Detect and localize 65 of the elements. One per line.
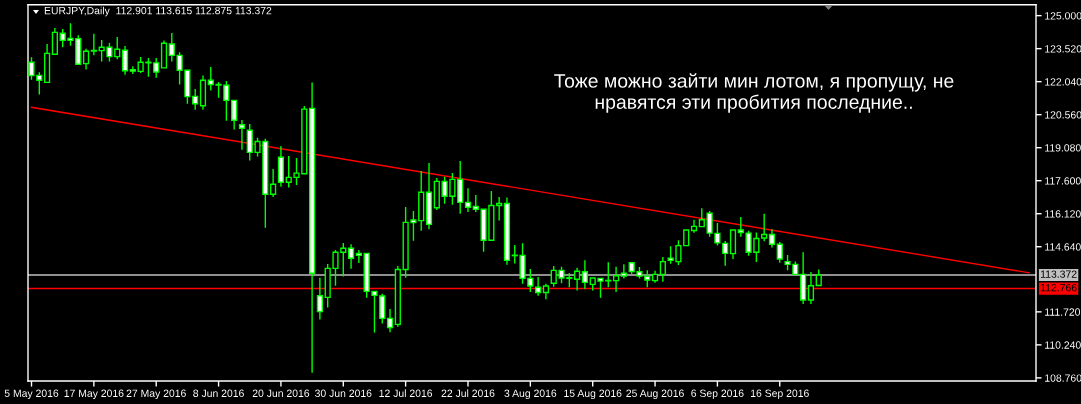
candlestick <box>90 33 97 57</box>
ref-line-label: 112.766 <box>1040 283 1077 292</box>
y-tick-label: 110.240 <box>1045 341 1081 349</box>
x-tick-label: 27 May 2016 <box>126 389 186 400</box>
candlestick <box>355 249 362 264</box>
y-tick-label: 108.760 <box>1045 374 1081 382</box>
candlestick <box>503 196 511 266</box>
ref-line-label: 113.372 <box>1040 270 1077 278</box>
candlestick <box>277 145 285 188</box>
chart-title: EURJPY,Daily 112.901 113.615 112.875 113.372 <box>44 6 272 17</box>
annotation: Тоже можно зайти мин лотом, я пропущу, не нравятся эти пробития последние.. <box>554 73 954 113</box>
x-tick-label: 12 Jul 2016 <box>379 389 433 397</box>
x-tick-label: 30 Jun 2016 <box>315 389 372 397</box>
candlestick <box>129 65 136 75</box>
candlestick <box>612 266 620 293</box>
candlestick <box>43 43 51 84</box>
candlestick <box>394 265 401 328</box>
candlestick <box>347 243 355 270</box>
x-tick-label: 5 May 2016 <box>4 389 59 400</box>
candlestick <box>51 27 59 55</box>
candlestick <box>160 39 168 69</box>
x-tick-label: 8 Jun 2016 <box>193 389 244 397</box>
candlestick <box>651 270 659 284</box>
x-tick-label: 22 Jul 2016 <box>441 389 495 397</box>
candlestick <box>535 276 542 297</box>
y-tick-label: 122.040 <box>1045 78 1081 86</box>
x-tick-label: 25 Aug 2016 <box>626 389 684 400</box>
x-tick-label: 3 Aug 2016 <box>504 389 557 400</box>
y-tick-label: 120.560 <box>1045 111 1081 119</box>
candlestick <box>761 213 768 243</box>
y-tick-label: 119.080 <box>1045 144 1081 152</box>
candlestick <box>690 219 698 234</box>
y-tick-label: 123.520 <box>1045 45 1081 53</box>
candlestick <box>199 74 207 111</box>
candlestick <box>425 162 433 231</box>
candlestick <box>270 168 277 198</box>
x-tick-label: 16 Sep 2016 <box>751 389 809 400</box>
x-tick-label: 20 Jun 2016 <box>252 389 310 397</box>
candlestick <box>316 277 324 321</box>
candlestick <box>768 228 776 249</box>
candlestick <box>464 187 472 213</box>
candlestick <box>620 263 627 280</box>
candlestick <box>698 207 705 228</box>
candlestick <box>729 229 737 260</box>
y-tick-label: 116.120 <box>1045 210 1081 218</box>
candlestick <box>581 259 589 290</box>
y-tick-label: 117.600 <box>1045 177 1081 185</box>
candlestick <box>659 256 666 283</box>
candlestick <box>807 271 815 305</box>
y-tick-label: 111.720 <box>1045 308 1081 316</box>
x-tick-label: 6 Sep 2016 <box>691 389 744 400</box>
candlestick <box>800 251 807 305</box>
candlestick <box>386 308 394 333</box>
candlestick <box>231 99 238 131</box>
candlestick <box>121 45 129 76</box>
candlestick <box>542 283 550 301</box>
y-tick-label: 125.000 <box>1045 12 1081 20</box>
candlestick <box>573 266 581 292</box>
candlestick <box>308 81 316 374</box>
x-tick-label: 15 Aug 2016 <box>564 389 622 400</box>
x-tick-label: 17 May 2016 <box>64 389 124 400</box>
candlestick <box>238 119 246 151</box>
candlestick <box>82 48 90 71</box>
candlestick <box>496 196 503 222</box>
y-tick-label: 114.640 <box>1045 243 1081 251</box>
